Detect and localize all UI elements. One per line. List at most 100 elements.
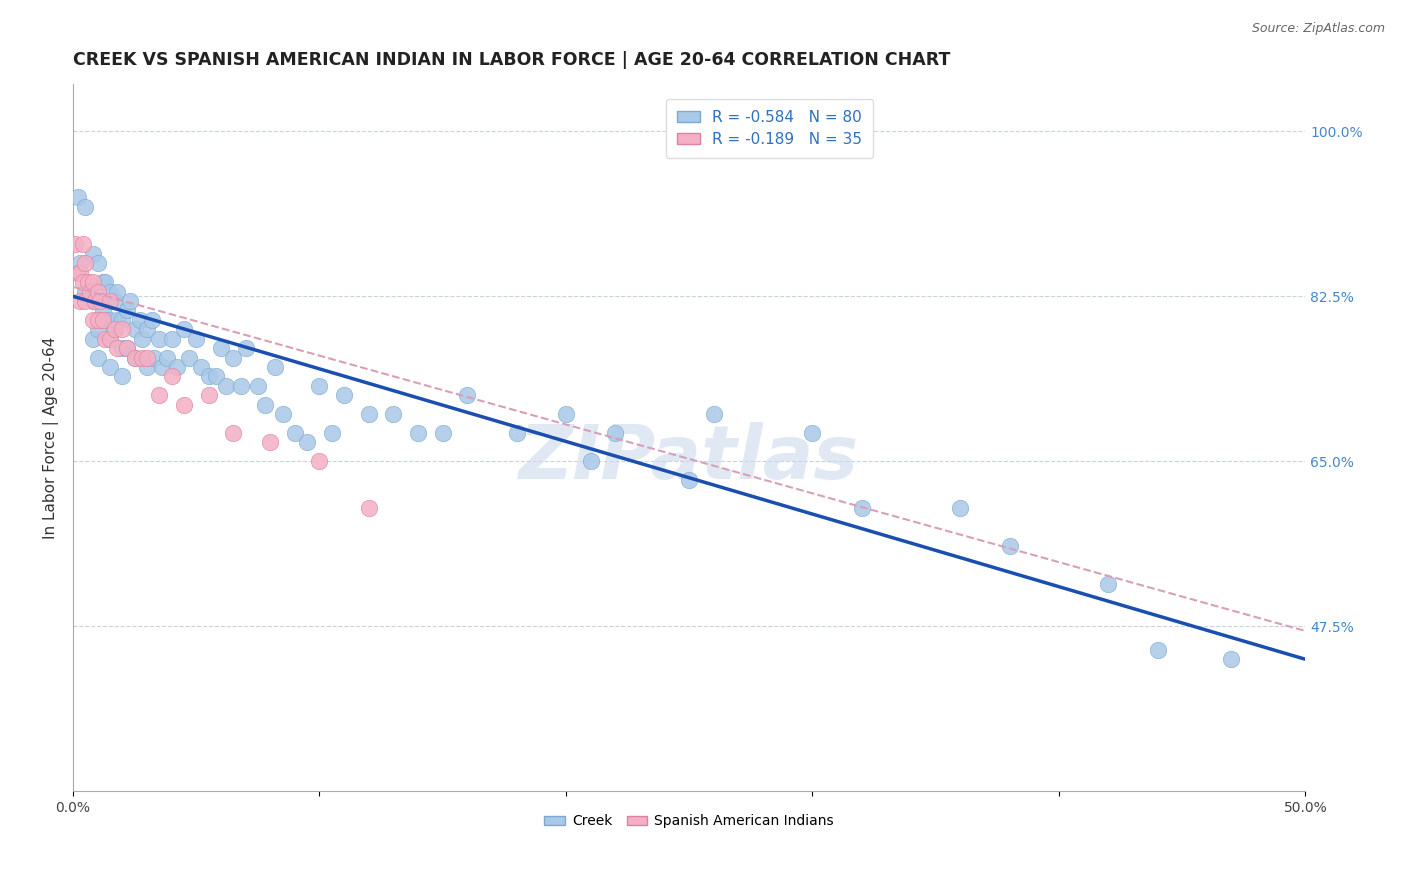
Point <box>98 332 121 346</box>
Point <box>111 322 134 336</box>
Point <box>141 313 163 327</box>
Point <box>703 407 725 421</box>
Point <box>82 293 104 308</box>
Point <box>222 425 245 440</box>
Point <box>197 388 219 402</box>
Point <box>382 407 405 421</box>
Point <box>456 388 478 402</box>
Point <box>111 313 134 327</box>
Point <box>124 351 146 365</box>
Point <box>131 351 153 365</box>
Point <box>186 332 208 346</box>
Point <box>72 237 94 252</box>
Point <box>166 359 188 374</box>
Text: ZIPatlas: ZIPatlas <box>519 423 859 495</box>
Point <box>118 293 141 308</box>
Point <box>143 351 166 365</box>
Point <box>69 266 91 280</box>
Point <box>205 369 228 384</box>
Point <box>66 190 89 204</box>
Point <box>851 501 873 516</box>
Point <box>75 293 97 308</box>
Point <box>246 379 269 393</box>
Point <box>1146 643 1168 657</box>
Point <box>86 293 108 308</box>
Point <box>86 313 108 327</box>
Point <box>308 379 330 393</box>
Point <box>357 407 380 421</box>
Point <box>1220 652 1243 666</box>
Point <box>82 332 104 346</box>
Point <box>1097 577 1119 591</box>
Point <box>111 369 134 384</box>
Point <box>84 293 107 308</box>
Point <box>160 369 183 384</box>
Point <box>254 398 277 412</box>
Point <box>72 275 94 289</box>
Point <box>98 332 121 346</box>
Point <box>76 275 98 289</box>
Point <box>115 303 138 318</box>
Point <box>115 341 138 355</box>
Point <box>197 369 219 384</box>
Point <box>555 407 578 421</box>
Point <box>605 425 627 440</box>
Point <box>75 200 97 214</box>
Point <box>75 285 97 299</box>
Point <box>173 322 195 336</box>
Point <box>173 398 195 412</box>
Point <box>308 454 330 468</box>
Point <box>91 275 114 289</box>
Point <box>86 256 108 270</box>
Point <box>86 285 108 299</box>
Point <box>128 313 150 327</box>
Point <box>321 425 343 440</box>
Point <box>94 313 117 327</box>
Point <box>91 303 114 318</box>
Point <box>264 359 287 374</box>
Point <box>136 351 159 365</box>
Point <box>949 501 972 516</box>
Point <box>801 425 824 440</box>
Point <box>69 293 91 308</box>
Point <box>69 256 91 270</box>
Point <box>105 285 128 299</box>
Point <box>432 425 454 440</box>
Point <box>406 425 429 440</box>
Point <box>156 351 179 365</box>
Point <box>284 425 307 440</box>
Point <box>259 435 281 450</box>
Point <box>91 313 114 327</box>
Point <box>148 388 170 402</box>
Point <box>86 322 108 336</box>
Point <box>82 313 104 327</box>
Point <box>333 388 356 402</box>
Legend: Creek, Spanish American Indians: Creek, Spanish American Indians <box>538 809 839 834</box>
Point <box>150 359 173 374</box>
Point <box>89 293 111 308</box>
Point <box>94 332 117 346</box>
Point <box>229 379 252 393</box>
Point <box>222 351 245 365</box>
Point <box>124 322 146 336</box>
Point <box>98 285 121 299</box>
Point <box>136 359 159 374</box>
Point <box>505 425 527 440</box>
Point <box>98 359 121 374</box>
Point <box>86 351 108 365</box>
Point <box>82 247 104 261</box>
Point <box>235 341 257 355</box>
Text: Source: ZipAtlas.com: Source: ZipAtlas.com <box>1251 22 1385 36</box>
Point <box>177 351 200 365</box>
Point <box>65 237 87 252</box>
Y-axis label: In Labor Force | Age 20-64: In Labor Force | Age 20-64 <box>44 336 59 539</box>
Point <box>105 313 128 327</box>
Point <box>998 539 1021 553</box>
Point <box>160 332 183 346</box>
Point <box>136 322 159 336</box>
Point <box>215 379 238 393</box>
Point <box>124 351 146 365</box>
Point <box>209 341 232 355</box>
Point <box>104 322 127 336</box>
Point <box>105 341 128 355</box>
